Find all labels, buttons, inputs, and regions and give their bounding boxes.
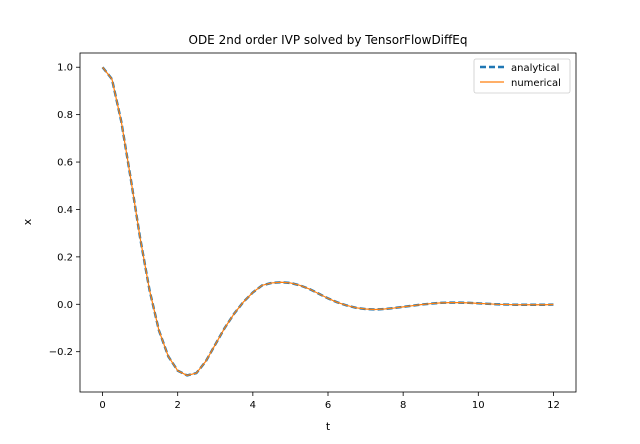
- x-tick-label: 8: [400, 400, 406, 411]
- y-axis-label: x: [21, 218, 34, 225]
- chart-title: ODE 2nd order IVP solved by TensorFlowDi…: [189, 33, 468, 47]
- series-line-numerical: [102, 66, 554, 377]
- plot-layer: [101, 66, 554, 377]
- y-tick-label: 0.0: [57, 300, 73, 311]
- x-axis-label: t: [326, 420, 331, 433]
- x-tick-label: 4: [250, 400, 256, 411]
- x-tick-label: 12: [547, 400, 560, 411]
- y-tick-label: 0.8: [57, 110, 73, 121]
- x-axis-ticks: 0 2 4 6 8 10 12: [99, 392, 560, 411]
- x-tick-label: 2: [175, 400, 181, 411]
- y-tick-label: −0.2: [49, 347, 73, 358]
- legend-label-numerical: numerical: [511, 78, 561, 89]
- legend-label-analytical: analytical: [511, 63, 559, 74]
- x-tick-label: 10: [472, 400, 485, 411]
- series-line-analytical: [101, 66, 554, 377]
- y-axis-ticks: −0.2 0.0 0.2 0.4 0.6 0.8 1.0: [49, 63, 80, 358]
- y-tick-label: 0.4: [57, 205, 73, 216]
- legend: analytical numerical: [473, 58, 571, 94]
- x-tick-label: 6: [325, 400, 331, 411]
- y-tick-label: 0.2: [57, 252, 73, 263]
- plot-frame: [79, 52, 577, 393]
- x-tick-label: 0: [99, 400, 105, 411]
- y-tick-label: 1.0: [57, 63, 73, 74]
- y-tick-label: 0.6: [57, 158, 73, 169]
